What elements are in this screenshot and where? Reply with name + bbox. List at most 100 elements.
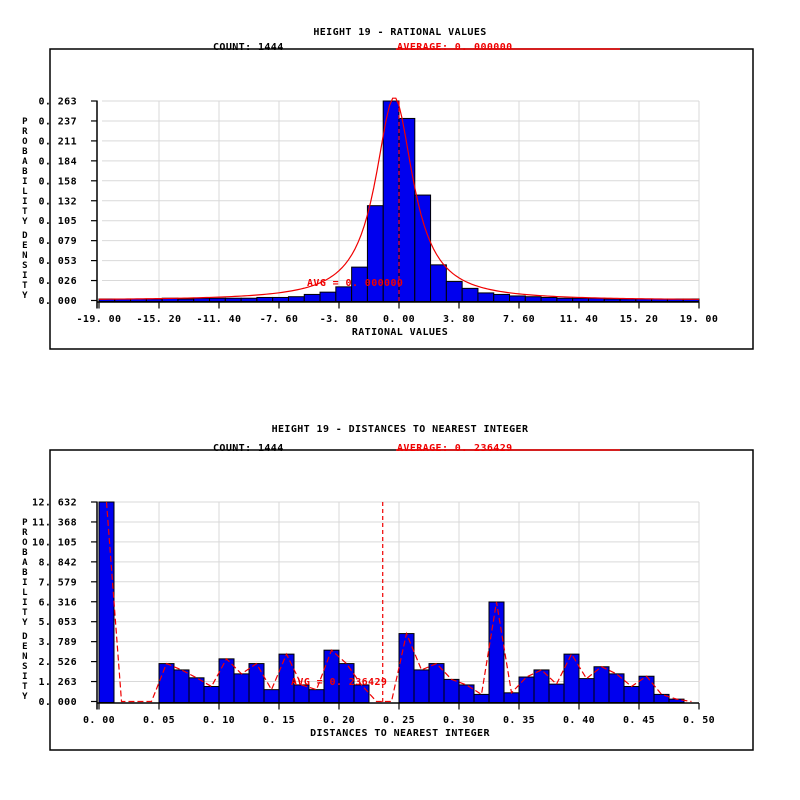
count-label: COUNT: 1444 bbox=[213, 42, 284, 53]
count-label: COUNT: 1444 bbox=[213, 443, 284, 454]
bar bbox=[623, 685, 640, 704]
y-tick-label: 0. 105 bbox=[38, 216, 77, 227]
bar bbox=[572, 297, 589, 302]
bar bbox=[509, 295, 526, 302]
bar bbox=[493, 293, 511, 302]
svg-text:D: D bbox=[22, 632, 28, 642]
svg-text:A: A bbox=[22, 157, 28, 167]
y-tick-label: 3. 789 bbox=[38, 637, 77, 648]
svg-text:T: T bbox=[22, 608, 28, 618]
x-tick-label: 11. 40 bbox=[560, 314, 599, 325]
bar bbox=[209, 297, 226, 302]
axes bbox=[91, 100, 700, 309]
x-tick-label: 19. 00 bbox=[680, 314, 719, 325]
x-tick-label: -3. 80 bbox=[320, 314, 359, 325]
bar bbox=[473, 693, 490, 704]
svg-text:A: A bbox=[22, 558, 28, 568]
tick-labels: 0. 263 0. 237 0. 211 0. 184 0. 158 0. 132 0. 1… bbox=[38, 97, 719, 326]
x-tick-label: 0. 35 bbox=[503, 715, 535, 726]
svg-text:T: T bbox=[22, 207, 28, 217]
svg-text:T: T bbox=[22, 281, 28, 291]
bar bbox=[461, 287, 479, 303]
y-tick-label: 0. 263 bbox=[38, 97, 77, 108]
y-tick-label: 0. 053 bbox=[38, 256, 77, 267]
svg-text:T: T bbox=[22, 682, 28, 692]
svg-text:L: L bbox=[22, 588, 28, 598]
bar bbox=[540, 296, 558, 303]
x-tick-label: 0. 40 bbox=[563, 715, 595, 726]
bar bbox=[524, 296, 542, 302]
x-tick-label: 0. 00 bbox=[383, 314, 415, 325]
svg-text:Y: Y bbox=[22, 692, 28, 702]
tick-labels: 12. 632 11. 368 10. 105 8. 842 7. 579 6. 316 5… bbox=[32, 498, 715, 727]
bar bbox=[308, 689, 325, 704]
y-tick-label: 0. 132 bbox=[38, 196, 77, 207]
y-tick-label: 0. 026 bbox=[38, 276, 77, 287]
svg-text:P: P bbox=[22, 117, 28, 127]
y-tick-label: 5. 053 bbox=[38, 617, 77, 628]
fit-curve bbox=[98, 97, 700, 300]
svg-text:I: I bbox=[22, 672, 28, 682]
x-tick-label: 0. 15 bbox=[263, 715, 295, 726]
svg-text:D: D bbox=[22, 231, 28, 241]
y-tick-label: 8. 842 bbox=[38, 557, 77, 568]
bar bbox=[578, 678, 595, 704]
x-tick-label: -19. 00 bbox=[77, 314, 122, 325]
x-tick-label: 7. 60 bbox=[503, 314, 535, 325]
bar bbox=[563, 653, 580, 703]
y-tick-label: 0. 158 bbox=[38, 176, 77, 187]
svg-text:B: B bbox=[22, 147, 28, 157]
bar bbox=[177, 298, 195, 302]
bar bbox=[203, 685, 220, 704]
bar bbox=[303, 293, 321, 302]
bar bbox=[193, 297, 211, 302]
x-tick-label: 0. 45 bbox=[623, 715, 655, 726]
grid-lines bbox=[102, 100, 700, 301]
x-tick-label: -15. 20 bbox=[137, 314, 182, 325]
y-tick-label: 0. 000 bbox=[38, 697, 77, 708]
bar bbox=[445, 281, 463, 303]
svg-text:B: B bbox=[22, 167, 28, 177]
bar bbox=[218, 658, 235, 703]
bar bbox=[443, 678, 460, 703]
bar bbox=[145, 298, 163, 302]
average-label: AVERAGE: 0. 000000 bbox=[397, 42, 513, 53]
bar bbox=[173, 669, 190, 704]
svg-text:R: R bbox=[22, 127, 28, 137]
y-tick-label: 0. 184 bbox=[38, 156, 77, 167]
bar bbox=[503, 692, 520, 703]
svg-text:E: E bbox=[22, 642, 28, 652]
x-tick-label: 3. 80 bbox=[443, 314, 475, 325]
bar bbox=[256, 296, 274, 303]
bar bbox=[587, 297, 605, 302]
bar bbox=[319, 291, 337, 302]
y-tick-label: 11. 368 bbox=[32, 517, 77, 528]
y-tick-label: 7. 579 bbox=[38, 577, 77, 588]
y-tick-label: 12. 632 bbox=[32, 498, 77, 509]
svg-text:O: O bbox=[22, 538, 28, 548]
bar bbox=[158, 663, 175, 703]
avg-marker-label: AVG = 0. 000000 bbox=[307, 278, 404, 289]
bar bbox=[335, 286, 353, 303]
svg-text:I: I bbox=[22, 271, 28, 281]
svg-text:B: B bbox=[22, 548, 28, 558]
x-tick-label: 0. 00 bbox=[83, 715, 115, 726]
chart-title: HEIGHT 19 - RATIONAL VALUES bbox=[313, 27, 487, 38]
bar bbox=[287, 296, 305, 302]
bar bbox=[263, 689, 280, 704]
plot-frame bbox=[49, 449, 754, 751]
bar bbox=[488, 601, 505, 703]
bar bbox=[593, 666, 610, 703]
x-tick-label: 0. 50 bbox=[683, 715, 715, 726]
x-axis-title: DISTANCES TO NEAREST INTEGER bbox=[310, 728, 490, 739]
svg-text:R: R bbox=[22, 528, 28, 538]
svg-text:I: I bbox=[22, 578, 28, 588]
bar bbox=[619, 298, 637, 302]
x-tick-label: 0. 10 bbox=[203, 715, 235, 726]
bar bbox=[248, 663, 265, 703]
svg-text:B: B bbox=[22, 568, 28, 578]
svg-text:N: N bbox=[22, 251, 28, 261]
svg-text:E: E bbox=[22, 241, 28, 251]
svg-text:S: S bbox=[22, 261, 28, 271]
